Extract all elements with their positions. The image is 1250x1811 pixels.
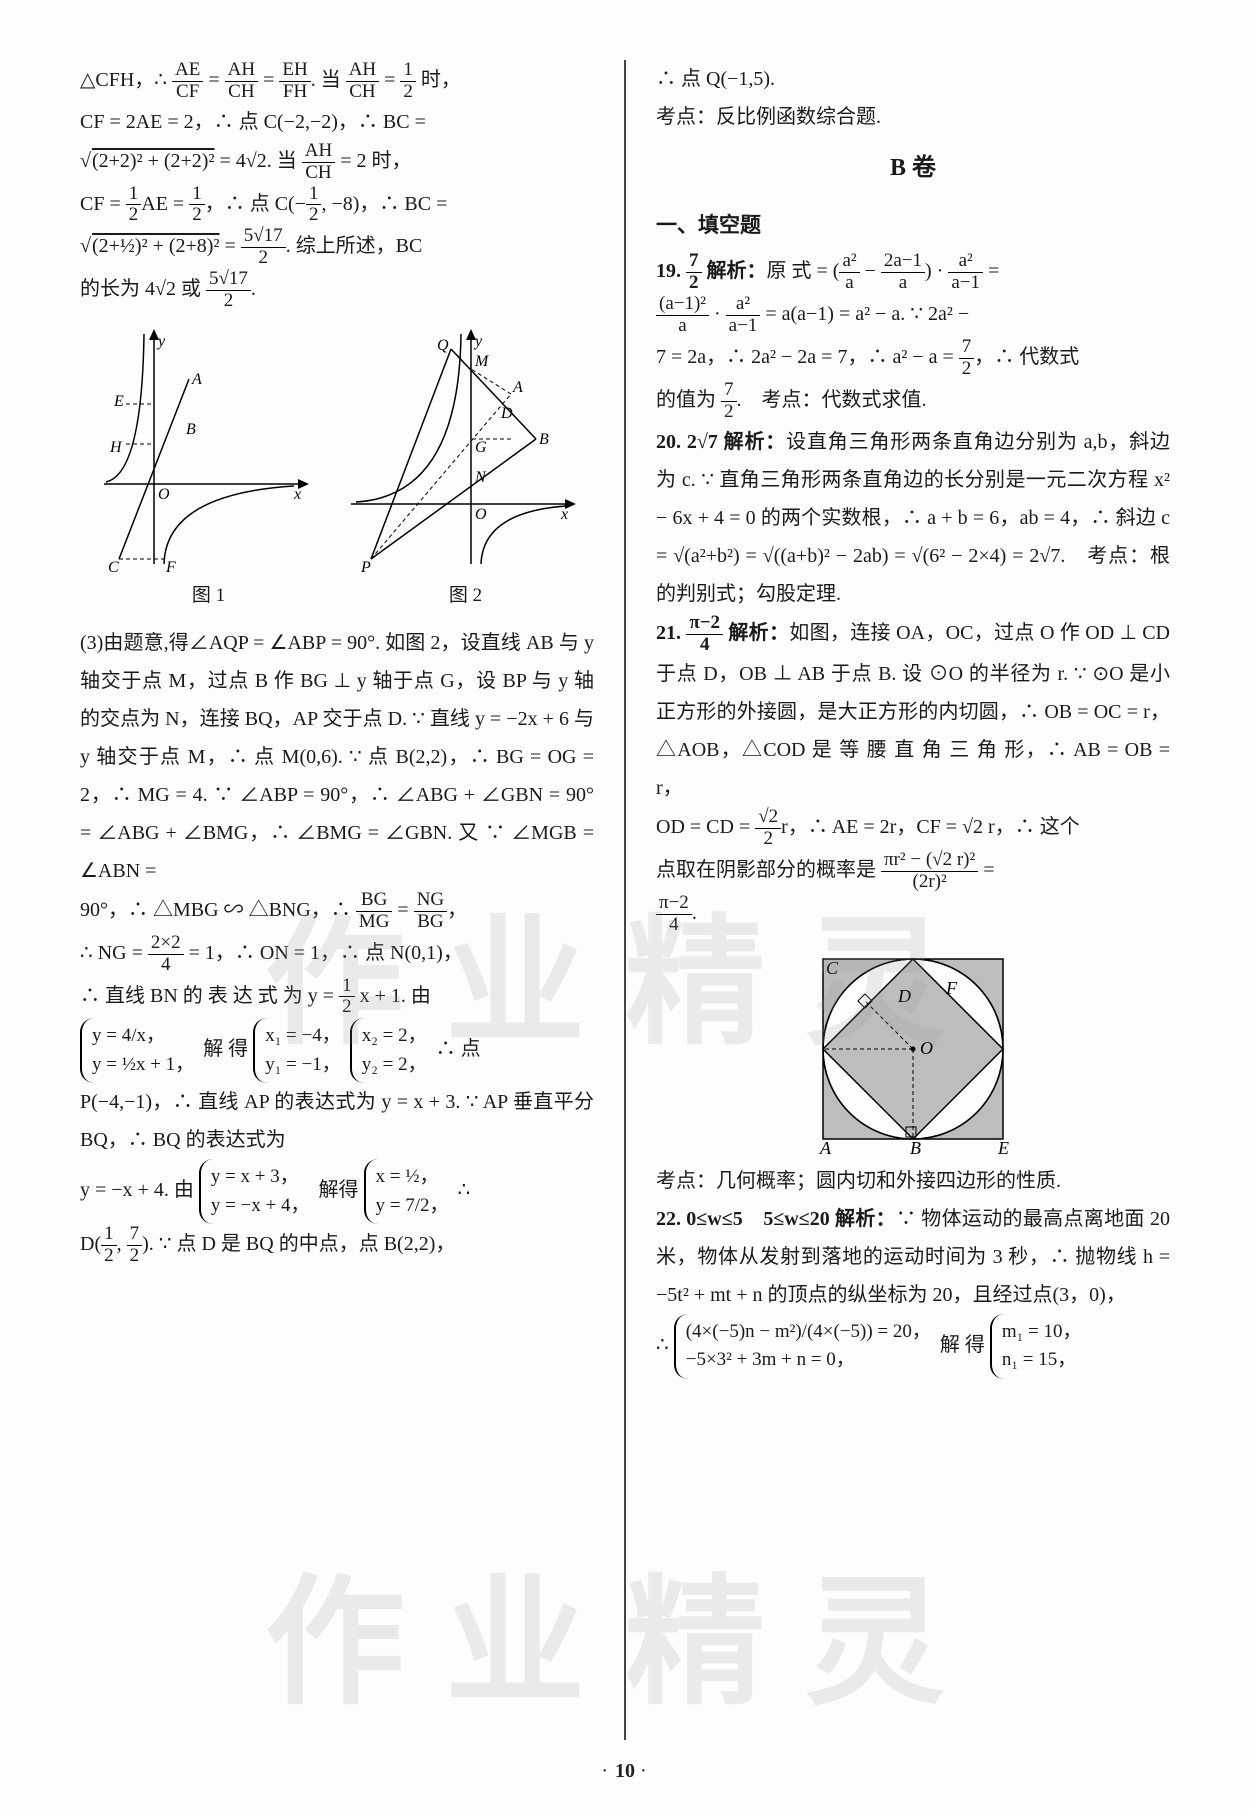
system-1: y = 4/x，y = ½x + 1， xyxy=(80,1018,198,1083)
figure-3: C D F O A B E xyxy=(798,944,1028,1154)
l-para6: 的长为 4√2 或 5√172. xyxy=(80,269,594,312)
svg-text:x: x xyxy=(293,486,301,503)
section-b-title: B 卷 xyxy=(656,146,1170,192)
q21-line2: OD = CD = √22r，∴ AE = 2r，CF = √2 r，∴ 这个 xyxy=(656,807,1170,850)
l-sys-row: y = 4/x，y = ½x + 1， 解 得 x₁ = −4，y₁ = −1，… xyxy=(80,1018,594,1083)
svg-text:B: B xyxy=(910,1138,921,1154)
svg-text:B: B xyxy=(186,421,196,438)
system-5: x = ½，y = 7/2， xyxy=(364,1159,453,1224)
figure-2: y x Q M A D B G N O P xyxy=(341,324,581,574)
svg-text:x: x xyxy=(560,506,568,523)
q22-answer: 22. 0≤w≤5 5≤w≤20 解析： xyxy=(656,1208,896,1230)
l-p12-mid: 解得 xyxy=(319,1179,359,1201)
q19-line4: 的值为 72. 考点：代数式求值. xyxy=(656,380,1170,423)
svg-text:M: M xyxy=(474,353,490,370)
q19-answer: 72 xyxy=(686,260,702,282)
q19-body: 原 式 = (a²a − 2a−1a) · a²a−1 = xyxy=(767,260,1000,282)
figure-1: y x A B E H O C F xyxy=(94,324,314,574)
q20-answer: 20. 2√7 解析： xyxy=(656,431,786,453)
svg-text:D: D xyxy=(500,405,513,422)
r-para2: 考点：反比例函数综合题. xyxy=(656,98,1170,136)
right-column: ∴ 点 Q(−1,5). 考点：反比例函数综合题. B 卷 一、填空题 19. … xyxy=(656,60,1170,1740)
page-number: · 10 · xyxy=(0,1760,1250,1783)
q22-mid: ∴ xyxy=(656,1334,669,1356)
q19: 19. 72 解析：原 式 = (a²a − 2a−1a) · a²a−1 = xyxy=(656,251,1170,294)
figure-labels-row: 图 1 图 2 xyxy=(80,578,594,614)
l-para5: √(2+½)² + (2+8)² = 5√172. 综上所述，BC xyxy=(80,226,594,269)
l-para3: √(2+2)² + (2+2)² = 4√2. 当 AHCH = 2 时， xyxy=(80,141,594,184)
q20: 20. 2√7 解析：设直角三角形两条直角边分别为 a,b，斜边为 c. ∵ 直… xyxy=(656,423,1170,613)
r-para1: ∴ 点 Q(−1,5). xyxy=(656,60,1170,98)
q19-label: 解析： xyxy=(702,260,767,282)
svg-text:Q: Q xyxy=(437,337,449,354)
q22-system-1: (4×(−5)n − m²)/(4×(−5)) = 20，−5×3² + 3m … xyxy=(674,1314,935,1379)
column-divider xyxy=(624,60,626,1740)
l-para9: ∴ NG = 2×24 = 1，∴ ON = 1，∴ 点 N(0,1)， xyxy=(80,933,594,976)
svg-text:O: O xyxy=(920,1038,933,1058)
q19-num: 19. xyxy=(656,260,686,282)
l-p12-pre: y = −x + 4. 由 xyxy=(80,1179,194,1201)
svg-text:O: O xyxy=(475,506,487,523)
svg-text:C: C xyxy=(108,559,119,574)
system-4: y = x + 3，y = −x + 4， xyxy=(199,1159,314,1224)
system-3: x₂ = 2，y₂ = 2， xyxy=(350,1018,431,1083)
q20-body: 设直角三角形两条直角边分别为 a,b，斜边为 c. ∵ 直角三角形两条直角边的长… xyxy=(656,431,1170,605)
l-para7: (3)由题意,得∠AQP = ∠ABP = 90°. 如图 2，设直线 AB 与… xyxy=(80,624,594,890)
q21-line3: 点取在阴影部分的概率是 πr² − (√2 r)²(2r)² = xyxy=(656,850,1170,893)
q21-label: 解析： xyxy=(723,622,789,644)
two-column-layout: △CFH，∴ AECF = AHCH = EHFH. 当 AHCH = 12 时… xyxy=(80,60,1170,1740)
svg-text:H: H xyxy=(109,439,123,456)
svg-text:y: y xyxy=(473,333,483,350)
svg-text:D: D xyxy=(897,986,911,1006)
l-para11: P(−4,−1)，∴ 直线 AP 的表达式为 y = x + 3. ∵ AP 垂… xyxy=(80,1083,594,1159)
l-para8: 90°，∴ △MBG ∽ △BNG，∴ BGMG = NGBG， xyxy=(80,890,594,933)
l-sys-mid2: ∴ 点 xyxy=(436,1038,481,1060)
q22: 22. 0≤w≤5 5≤w≤20 解析：∵ 物体运动的最高点离地面 20 米，物… xyxy=(656,1200,1170,1314)
q21-num: 21. xyxy=(656,622,686,644)
svg-text:N: N xyxy=(474,469,487,486)
page: 作业精灵 作业精灵 △CFH，∴ AECF = AHCH = EHFH. 当 A… xyxy=(0,0,1250,1811)
svg-text:E: E xyxy=(997,1138,1009,1154)
svg-text:P: P xyxy=(360,559,371,574)
q21-answer: π−24 xyxy=(686,622,723,644)
q19-line3: 7 = 2a，∴ 2a² − 2a = 7，∴ a² − a = 72，∴ 代数… xyxy=(656,337,1170,380)
q22-system-2: m₁ = 10，n₁ = 15， xyxy=(990,1314,1086,1379)
svg-text:A: A xyxy=(191,371,202,388)
q21: 21. π−24 解析：如图，连接 OA，OC，过点 O 作 OD ⊥ CD 于… xyxy=(656,613,1170,808)
svg-text:F: F xyxy=(945,978,958,998)
svg-text:O: O xyxy=(158,486,170,503)
system-2: x₁ = −4，y₁ = −1， xyxy=(253,1018,345,1083)
svg-text:B: B xyxy=(539,431,549,448)
svg-text:E: E xyxy=(113,393,124,410)
svg-text:C: C xyxy=(826,958,839,978)
svg-text:G: G xyxy=(475,439,487,456)
page-number-value: 10 xyxy=(615,1760,635,1782)
page-dot-right: · xyxy=(640,1760,649,1782)
svg-text:F: F xyxy=(165,559,176,574)
fig2-label: 图 2 xyxy=(449,578,482,614)
l-p12-post: ∴ xyxy=(458,1179,471,1201)
q22-sys-row: ∴ (4×(−5)n − m²)/(4×(−5)) = 20，−5×3² + 3… xyxy=(656,1314,1170,1379)
l-sys-mid1: 解 得 xyxy=(203,1038,248,1060)
svg-text:A: A xyxy=(512,379,523,396)
q21-body1: 如图，连接 OA，OC，过点 O 作 OD ⊥ CD 于点 D，OB ⊥ AB … xyxy=(656,622,1170,800)
q21-line4: π−24. xyxy=(656,893,1170,936)
q19-line2: (a−1)²a · a²a−1 = a(a−1) = a² − a. ∵ 2a²… xyxy=(656,294,1170,337)
svg-text:A: A xyxy=(819,1138,832,1154)
l-para4: CF = 12AE = 12，∴ 点 C(−12, −8)，∴ BC = xyxy=(80,184,594,227)
q21-foot: 考点：几何概率；圆内切和外接四边形的性质. xyxy=(656,1162,1170,1200)
left-column: △CFH，∴ AECF = AHCH = EHFH. 当 AHCH = 12 时… xyxy=(80,60,594,1740)
page-dot-left: · xyxy=(601,1760,610,1782)
figures-row: y x A B E H O C F xyxy=(80,324,594,574)
fig1-label: 图 1 xyxy=(192,578,225,614)
l-para2: CF = 2AE = 2，∴ 点 C(−2,−2)，∴ BC = xyxy=(80,103,594,141)
l-para13: D(12, 72). ∵ 点 D 是 BQ 的中点，点 B(2,2)， xyxy=(80,1224,594,1267)
l-para1: △CFH，∴ AECF = AHCH = EHFH. 当 AHCH = 12 时… xyxy=(80,60,594,103)
sub-title-1: 一、填空题 xyxy=(656,206,1170,246)
svg-text:y: y xyxy=(156,333,166,350)
l-para12: y = −x + 4. 由 y = x + 3，y = −x + 4， 解得 x… xyxy=(80,1159,594,1224)
l-para10: ∴ 直线 BN 的 表 达 式 为 y = 12 x + 1. 由 xyxy=(80,976,594,1019)
q22-mid2: 解 得 xyxy=(940,1334,985,1356)
